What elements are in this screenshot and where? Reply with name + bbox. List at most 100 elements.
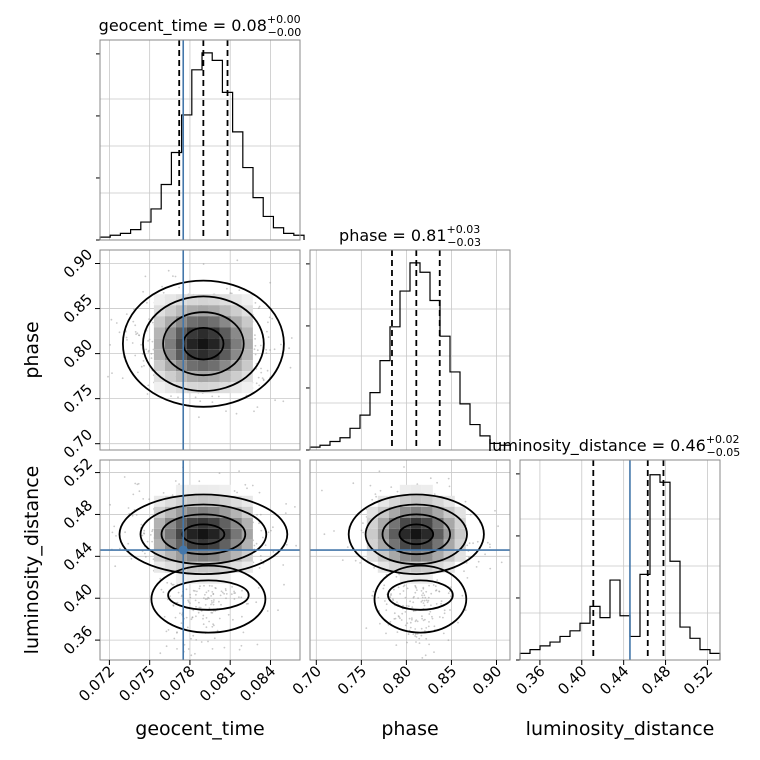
xtick-label-luminosity-distance-3: 0.48	[638, 662, 674, 698]
sample-point-geocent-time-phase-471	[177, 396, 179, 399]
sample-point-geocent-time-luminosity-distance-78	[195, 615, 197, 618]
sample-point-phase-luminosity-distance-102	[402, 604, 404, 607]
sample-point-geocent-time-luminosity-distance-389	[166, 581, 169, 584]
sample-point-phase-luminosity-distance-457	[461, 594, 464, 597]
sample-point-geocent-time-luminosity-distance-195	[322, 508, 324, 510]
tick-marks	[95, 263, 708, 665]
sample-point-geocent-time-luminosity-distance-67	[256, 513, 258, 516]
density-cell-geocent-time-phase-2-2	[175, 316, 187, 328]
sample-point-geocent-time-luminosity-distance-427	[206, 598, 209, 600]
density-cell-phase-luminosity-distance-7-7	[443, 561, 455, 573]
sample-point-phase-luminosity-distance-463	[383, 584, 386, 587]
sample-point-geocent-time-luminosity-distance-178	[257, 587, 260, 589]
sample-point-phase-luminosity-distance-159	[427, 625, 430, 628]
density-cell-geocent-time-phase-1-3	[164, 327, 176, 339]
sample-point-phase-luminosity-distance-339	[468, 556, 470, 559]
sample-point-geocent-time-luminosity-distance-125	[227, 613, 230, 616]
grid-hist-geocent-time	[100, 40, 300, 240]
sample-point-geocent-time-luminosity-distance-407	[267, 531, 270, 534]
sample-point-geocent-time-luminosity-distance-160	[162, 591, 165, 594]
density-cell-geocent-time-phase-4-2	[197, 316, 209, 328]
sample-point-phase-luminosity-distance-57	[429, 477, 432, 480]
sample-point-geocent-time-phase-508	[273, 348, 276, 351]
sample-point-phase-luminosity-distance-490	[362, 522, 364, 524]
density-cell-geocent-time-phase-2-1	[175, 305, 187, 317]
density-cell-phase-luminosity-distance-1-1	[377, 495, 389, 507]
density-cell-geocent-time-luminosity-distance-7-1	[230, 495, 242, 507]
sample-point-geocent-time-phase-82	[229, 292, 232, 294]
density-cell-geocent-time-phase-7-0	[230, 294, 242, 306]
sample-point-geocent-time-luminosity-distance-502	[220, 590, 223, 593]
sample-point-geocent-time-luminosity-distance-101	[212, 623, 215, 625]
sample-point-phase-luminosity-distance-343	[420, 601, 423, 603]
sample-point-phase-luminosity-distance-51	[411, 618, 413, 621]
sample-point-geocent-time-luminosity-distance-222	[264, 544, 267, 547]
xtick-label-luminosity-distance-2: 0.44	[596, 662, 632, 698]
density-cell-geocent-time-luminosity-distance-2-4	[175, 528, 187, 540]
xtick-labels-phase: 0.70 0.75 0.80 0.85 0.90	[289, 662, 506, 698]
sample-point-geocent-time-phase-216	[148, 349, 150, 352]
sample-point-geocent-time-luminosity-distance-403	[285, 503, 287, 505]
density-cell-geocent-time-phase-5-3	[208, 327, 220, 339]
contour-lobe-phase-luminosity-distance-1	[373, 564, 468, 634]
contour-geocent-time-luminosity-distance-0	[181, 523, 226, 546]
sample-point-geocent-time-phase-221	[235, 412, 238, 415]
xtick-label-phase-3: 0.85	[424, 662, 460, 698]
density-cell-geocent-time-luminosity-distance-1-2	[164, 506, 176, 518]
sample-point-geocent-time-luminosity-distance-412	[189, 602, 191, 604]
pair-panel-geocent-time-phase	[99, 249, 301, 451]
density-cell-geocent-time-phase-8-3	[241, 327, 253, 339]
sample-point-phase-luminosity-distance-295	[433, 651, 435, 653]
sample-point-geocent-time-luminosity-distance-181	[173, 637, 176, 640]
sample-point-geocent-time-phase-372	[271, 317, 274, 320]
sample-point-phase-luminosity-distance-328	[416, 589, 418, 591]
sample-point-geocent-time-luminosity-distance-498	[169, 595, 172, 597]
density-cell-geocent-time-phase-7-1	[230, 305, 242, 317]
density-cell-geocent-time-luminosity-distance-5-6	[208, 550, 220, 562]
density-cell-geocent-time-phase-0-3	[153, 327, 165, 339]
density-cell-phase-luminosity-distance-4-6	[410, 550, 422, 562]
density-cell-geocent-time-phase-6-7	[219, 371, 231, 383]
density-cell-geocent-time-luminosity-distance-1-1	[164, 495, 176, 507]
xtick-label-luminosity-distance-4: 0.52	[680, 662, 716, 698]
sample-point-geocent-time-luminosity-distance-514	[218, 617, 221, 620]
sample-point-geocent-time-phase-23	[134, 354, 137, 357]
title-luminosity-distance: luminosity_distance = 0.46+0.02 −0.05	[488, 433, 741, 459]
pair-panel-geocent-time-luminosity-distance	[99, 459, 324, 661]
sample-point-phase-luminosity-distance-374	[389, 596, 392, 599]
density-cell-geocent-time-luminosity-distance-5-8	[208, 572, 220, 584]
density-cell-geocent-time-phase-1-4	[164, 338, 176, 350]
sample-point-geocent-time-luminosity-distance-92	[241, 615, 243, 618]
sample-point-geocent-time-phase-89	[254, 353, 257, 356]
density-cell-geocent-time-phase-4-4	[197, 338, 209, 350]
sample-point-geocent-time-phase-217	[266, 330, 268, 333]
sample-point-phase-luminosity-distance-317	[466, 544, 469, 547]
sample-point-phase-luminosity-distance-453	[422, 619, 425, 622]
sample-point-geocent-time-luminosity-distance-151	[203, 597, 205, 599]
sample-point-phase-luminosity-distance-22	[390, 486, 393, 488]
sample-point-geocent-time-luminosity-distance-214	[224, 588, 227, 590]
sample-point-phase-luminosity-distance-293	[426, 601, 429, 604]
sample-point-phase-luminosity-distance-93	[414, 628, 417, 630]
density-cell-geocent-time-luminosity-distance-0-4	[153, 528, 165, 540]
density-cell-geocent-time-luminosity-distance-6-6	[219, 550, 231, 562]
sample-point-phase-luminosity-distance-401	[436, 481, 438, 484]
density-cell-geocent-time-luminosity-distance-3-5	[186, 539, 198, 551]
sample-point-phase-luminosity-distance-252	[389, 621, 392, 623]
sample-point-geocent-time-luminosity-distance-387	[233, 490, 236, 492]
ylabel-phase: phase	[21, 321, 43, 378]
xtick-label-geocent-time-0: 0.072	[75, 662, 118, 705]
sample-point-phase-luminosity-distance-337	[352, 482, 355, 485]
density-cell-phase-luminosity-distance-0-3	[366, 517, 378, 529]
density-cell-geocent-time-luminosity-distance-1-5	[164, 539, 176, 551]
contours-phase-luminosity-distance	[347, 493, 485, 634]
density-cell-geocent-time-luminosity-distance-1-7	[164, 561, 176, 573]
density-cell-geocent-time-phase-4-7	[197, 371, 209, 383]
sample-point-phase-luminosity-distance-210	[433, 493, 436, 495]
sample-point-geocent-time-luminosity-distance-311	[151, 530, 154, 533]
sample-point-phase-luminosity-distance-230	[398, 573, 401, 576]
sample-point-geocent-time-phase-253	[265, 348, 268, 351]
contour-lobe-geocent-time-luminosity-distance-0	[167, 579, 250, 611]
sample-point-geocent-time-luminosity-distance-283	[165, 645, 168, 648]
sample-point-phase-luminosity-distance-212	[397, 586, 400, 589]
